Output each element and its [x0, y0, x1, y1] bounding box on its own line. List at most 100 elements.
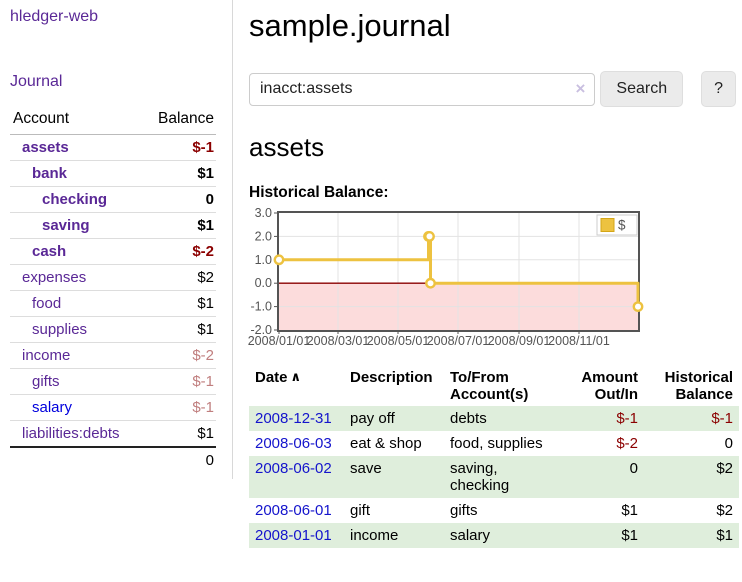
- search-form: × Search ?: [249, 71, 736, 107]
- clear-search-icon[interactable]: ×: [575, 78, 586, 98]
- account-balance: $1: [143, 160, 216, 187]
- page-title: sample.journal: [249, 8, 451, 43]
- search-box: ×: [249, 72, 596, 106]
- col-header-description[interactable]: Description: [350, 369, 433, 386]
- sidebar-account-link[interactable]: gifts: [32, 373, 60, 390]
- sidebar-account-link[interactable]: assets: [22, 139, 69, 156]
- transaction-row: 2008-06-03 eat & shop food, supplies $-2 0: [249, 431, 739, 456]
- transaction-date-link[interactable]: 2008-06-03: [255, 435, 332, 452]
- x-tick-label: 2008/09/01: [488, 334, 551, 348]
- historical-balance-chart[interactable]: 3.0 2.0 1.0 0.0 -1.0 -2.0 2008/01/01 2008/03/01…: [241, 206, 736, 351]
- transaction-accounts: debts: [450, 410, 487, 427]
- account-row: liabilities:debts $1: [10, 420, 216, 447]
- x-tick-label: 2008/03/01: [307, 334, 370, 348]
- main-content: sample.journal × Search ? assets Histori…: [233, 0, 742, 572]
- sidebar-account-link[interactable]: food: [32, 295, 62, 312]
- data-point-marker[interactable]: [425, 277, 436, 289]
- balance-chart-svg: 3.0 2.0 1.0 0.0 -1.0 -2.02008/01/012008/03/01…: [248, 206, 644, 348]
- sidebar-account-link[interactable]: expenses: [22, 269, 87, 286]
- transaction-balance: $1: [716, 527, 733, 544]
- transactions-table: Date ∧ Description To/From Account(s) Amo…: [249, 366, 739, 548]
- transaction-description: income: [350, 527, 399, 544]
- col-header-tofrom-accounts[interactable]: To/From Account(s): [450, 369, 529, 403]
- transaction-balance: $-1: [711, 410, 733, 427]
- account-balance: 0: [143, 186, 216, 213]
- accounts-total-spacer: [10, 446, 144, 473]
- transaction-date-link[interactable]: 2008-06-01: [255, 502, 332, 519]
- transaction-accounts: gifts: [450, 502, 478, 519]
- account-balance: $1: [143, 290, 216, 317]
- col-header-date[interactable]: Date ∧: [249, 366, 344, 406]
- transaction-date-link[interactable]: 2008-01-01: [255, 527, 332, 544]
- transaction-date-link[interactable]: 2008-12-31: [255, 410, 332, 427]
- sidebar-account-link[interactable]: supplies: [32, 321, 88, 338]
- transaction-date-link[interactable]: 2008-06-02: [255, 460, 332, 477]
- y-tick-label: -2.0: [250, 323, 272, 337]
- sidebar-account-link[interactable]: cash: [32, 243, 67, 260]
- account-row: bank $1: [10, 160, 216, 187]
- transaction-amount: $1: [621, 527, 638, 544]
- search-button[interactable]: Search: [600, 71, 684, 107]
- account-row: food $1: [10, 290, 216, 317]
- transaction-balance: 0: [724, 435, 733, 452]
- col-header-amount-outin[interactable]: Amount Out/In: [581, 369, 638, 403]
- account-row: salary $-1: [10, 394, 216, 421]
- account-row: checking 0: [10, 186, 216, 213]
- transaction-description: gift: [350, 502, 371, 519]
- sidebar-item-journal[interactable]: Journal: [10, 73, 63, 90]
- transaction-description: save: [350, 460, 382, 477]
- chart-title: Historical Balance:: [249, 184, 389, 201]
- sort-ascending-icon: ∧: [290, 369, 302, 384]
- transaction-amount: 0: [629, 460, 638, 477]
- y-tick-label: -1.0: [250, 300, 272, 314]
- accounts-balance-table: Account Balance assets $-1 bank $1 checking 0…: [10, 106, 216, 473]
- transaction-accounts: food, supplies: [450, 435, 543, 452]
- search-help-button[interactable]: ?: [701, 71, 736, 107]
- accounts-total-value: 0: [143, 446, 216, 473]
- accounts-header-row: Account Balance: [10, 106, 216, 135]
- accounts-header-account: Account: [10, 106, 144, 135]
- y-tick-label: 1.0: [255, 253, 272, 267]
- sidebar-account-link[interactable]: bank: [32, 165, 68, 182]
- y-tick-label: 0.0: [255, 276, 272, 290]
- data-point-marker[interactable]: [424, 231, 435, 242]
- plot-border: [277, 211, 640, 332]
- sidebar-account-link[interactable]: liabilities:debts: [22, 425, 120, 442]
- chart-legend: $: [596, 214, 638, 236]
- y-tick-label: 3.0: [255, 206, 272, 220]
- sidebar-account-link[interactable]: checking: [42, 191, 108, 208]
- app-title-link[interactable]: hledger-web: [10, 8, 99, 25]
- transaction-row: 2008-01-01 income salary $1 $1: [249, 523, 739, 548]
- transaction-accounts: salary: [450, 527, 491, 544]
- search-input[interactable]: [249, 72, 596, 106]
- x-tick-label: 2008/11/01: [548, 334, 610, 348]
- sidebar-account-link[interactable]: salary: [32, 399, 73, 416]
- transaction-amount: $-1: [616, 410, 638, 427]
- transaction-balance: $2: [716, 460, 733, 477]
- sidebar-account-link[interactable]: income: [22, 347, 71, 364]
- account-row: saving $1: [10, 212, 216, 239]
- x-tick-label: 2008/05/01: [367, 334, 430, 348]
- sidebar-account-link[interactable]: saving: [42, 217, 90, 234]
- account-heading: assets: [249, 132, 325, 162]
- data-point-marker[interactable]: [273, 254, 285, 266]
- account-balance: $1: [143, 316, 216, 343]
- account-row: assets $-1: [10, 135, 216, 161]
- account-row: cash $-2: [10, 238, 216, 265]
- data-point-marker[interactable]: [632, 301, 644, 313]
- transaction-accounts: saving, checking: [450, 460, 510, 494]
- account-balance: $1: [143, 420, 216, 447]
- accounts-total-row: 0: [10, 446, 216, 473]
- col-header-historical-balance[interactable]: Historical Balance: [664, 369, 733, 403]
- date-header-label: Date: [255, 369, 288, 386]
- y-tick-label: 2.0: [255, 229, 272, 243]
- account-balance: $-2: [143, 238, 216, 265]
- transactions-header-row: Date ∧ Description To/From Account(s) Amo…: [249, 366, 739, 406]
- sidebar: hledger-web Journal Account Balance asse…: [0, 0, 233, 479]
- transaction-amount: $1: [621, 502, 638, 519]
- accounts-header-balance: Balance: [143, 106, 216, 135]
- account-row: income $-2: [10, 342, 216, 369]
- legend-swatch: [600, 218, 615, 232]
- account-balance: $-1: [143, 394, 216, 421]
